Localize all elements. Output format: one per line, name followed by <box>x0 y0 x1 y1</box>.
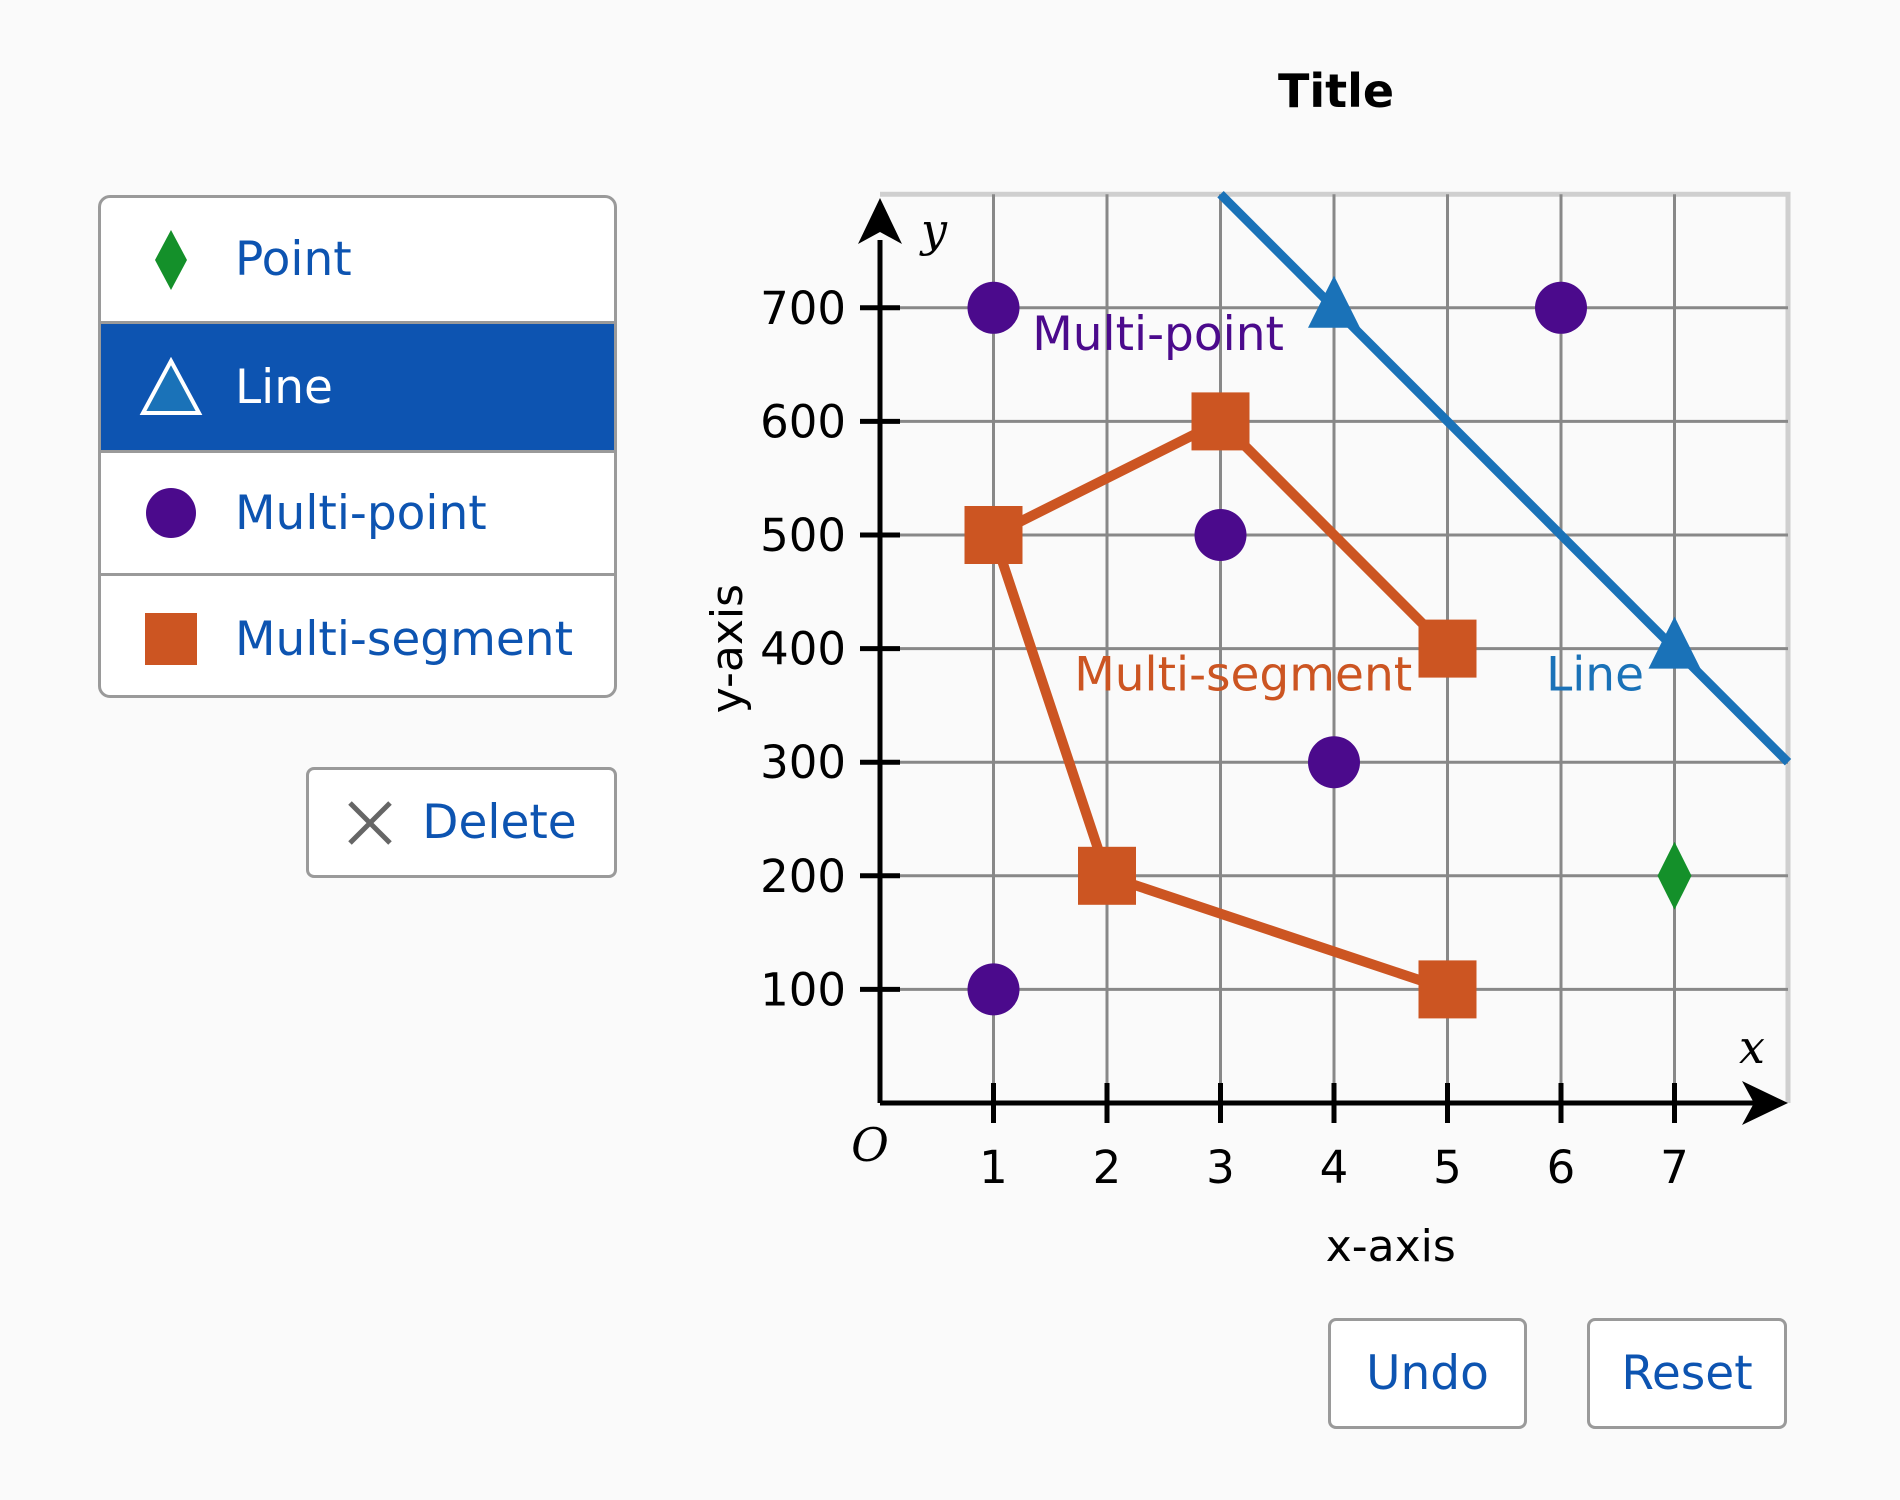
multi-segment-vertex <box>1078 846 1136 905</box>
multi-point-label: Multi-point <box>1032 307 1284 362</box>
multi-point-dot <box>1194 509 1247 561</box>
y-tick-label: 700 <box>760 282 846 335</box>
tool-multi-segment-label: Multi-segment <box>235 611 573 667</box>
x-tick-label: 2 <box>1093 1141 1122 1194</box>
y-tick-label: 200 <box>760 850 846 903</box>
circle-icon <box>139 481 203 545</box>
delete-button[interactable]: Delete <box>306 767 617 878</box>
x-tick-label: 6 <box>1547 1141 1576 1194</box>
tool-line-label: Line <box>235 359 333 415</box>
x-tick-label: 1 <box>979 1141 1008 1194</box>
close-icon <box>346 799 394 847</box>
multi-point-dot <box>967 281 1020 334</box>
point-object <box>1657 841 1692 910</box>
x-axis-name: x <box>1739 1020 1765 1074</box>
multi-point-dot <box>967 963 1020 1016</box>
tool-point-label: Point <box>235 232 352 287</box>
triangle-icon <box>139 355 203 419</box>
y-tick-label: 300 <box>760 736 846 789</box>
diamond-icon <box>139 228 203 292</box>
y-axis-name: y <box>919 203 948 257</box>
y-tick-label: 400 <box>760 623 846 676</box>
x-tick-label: 4 <box>1320 1141 1349 1194</box>
tool-line[interactable]: Line <box>101 324 614 450</box>
x-tick-label: 5 <box>1433 1141 1462 1194</box>
y-tick-label: 600 <box>760 395 846 448</box>
tool-multi-point[interactable]: Multi-point <box>101 450 614 576</box>
y-tick-label: 100 <box>760 963 846 1016</box>
y-axis-arrow <box>858 198 902 244</box>
x-tick-label: 7 <box>1660 1141 1689 1194</box>
x-axis-arrow <box>1742 1081 1788 1125</box>
line-handle-point <box>1308 275 1360 328</box>
line-handle-point <box>1648 616 1701 669</box>
tool-palette: Point Line Multi-point Multi-segment <box>98 195 617 698</box>
multi-segment-vertex <box>1418 619 1477 678</box>
multi-segment-vertex <box>964 506 1023 564</box>
reset-button[interactable]: Reset <box>1587 1318 1787 1429</box>
tool-point[interactable]: Point <box>101 198 614 324</box>
multi-point-dot <box>1535 281 1587 334</box>
tool-multi-point-label: Multi-point <box>235 485 487 541</box>
y-tick-label: 500 <box>760 509 846 562</box>
multi-segment-vertex <box>1191 392 1250 451</box>
plot-border <box>880 191 1791 1103</box>
undo-button[interactable]: Undo <box>1328 1318 1527 1429</box>
y-axis-label: y-axis <box>702 584 753 713</box>
delete-button-label: Delete <box>422 795 577 850</box>
multi-segment-vertex <box>1418 960 1477 1019</box>
chart-title: Title <box>1277 64 1395 118</box>
square-icon <box>139 607 203 671</box>
origin-label: O <box>851 1118 889 1172</box>
multi-segment-label: Multi-segment <box>1074 648 1412 703</box>
multi-point-dot <box>1308 736 1360 789</box>
line-label: Line <box>1546 648 1644 703</box>
x-tick-label: 3 <box>1206 1141 1235 1194</box>
tool-multi-segment[interactable]: Multi-segment <box>101 576 614 695</box>
x-axis-label: x-axis <box>1326 1221 1456 1272</box>
